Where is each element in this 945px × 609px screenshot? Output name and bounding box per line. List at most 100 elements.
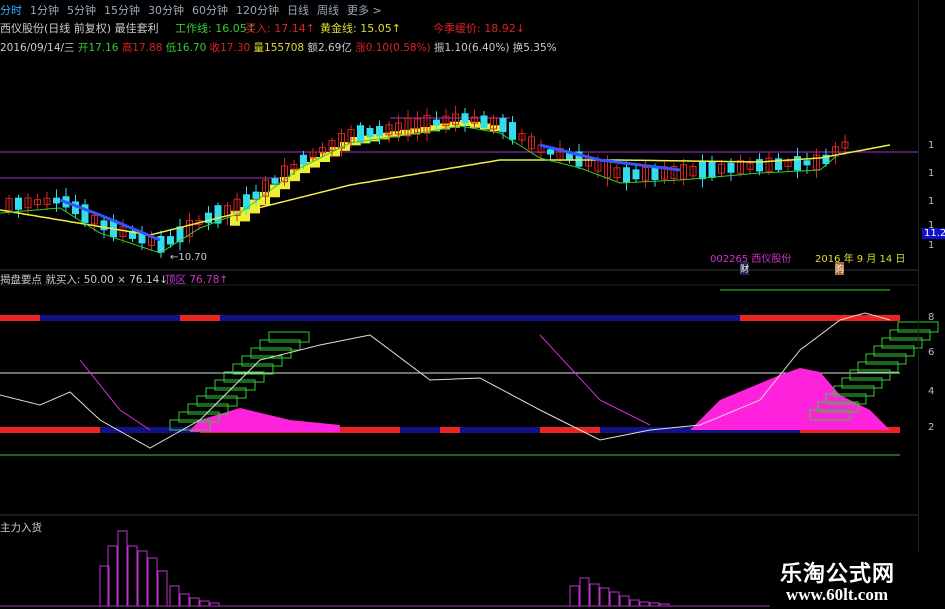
signal-block <box>420 127 430 133</box>
indicator-axis-label: 2 <box>928 422 935 433</box>
tab-daily[interactable]: 日线 <box>287 4 309 17</box>
candle-up <box>338 133 345 149</box>
signal-block <box>250 199 260 214</box>
tab-15min[interactable]: 15分钟 <box>104 4 140 17</box>
stair-box <box>833 385 875 397</box>
volume-bar <box>127 545 138 607</box>
indicator-axis-label: 8 <box>928 312 935 323</box>
price-axis-label: 1 <box>928 168 935 179</box>
indicator-axis-label: 4 <box>928 386 935 397</box>
ma-down-segment <box>539 143 681 172</box>
signal-band <box>480 315 500 321</box>
tab-weekly[interactable]: 周线 <box>317 4 339 17</box>
ma-long-line <box>0 144 891 236</box>
volume-bar <box>619 595 630 607</box>
ma-down-segment <box>59 198 161 242</box>
indicator-label: 揭盘要点 就买入: 50.00 × 76.14↓ <box>0 274 169 286</box>
stair-box <box>841 377 883 389</box>
stair-box <box>169 419 211 431</box>
current-price-tag: 11.2 <box>922 228 945 239</box>
candle-down <box>15 197 22 210</box>
volume-bar <box>137 550 148 607</box>
indicator-info-line: 西仪股份(日线 前复权) 最佳套利 工作线: 16.05↑ 买入: 17.14↑… <box>0 20 540 35</box>
volume-bar <box>157 570 168 607</box>
stair-box <box>223 371 265 383</box>
signal-band <box>120 427 140 433</box>
candle-down <box>794 156 801 171</box>
signal-band <box>620 427 640 433</box>
stair-box <box>857 361 899 373</box>
buy-badge[interactable]: 购 <box>835 262 845 275</box>
signal-band <box>540 315 560 321</box>
stair-box <box>178 411 220 423</box>
stair-box <box>268 331 310 343</box>
tab-30min[interactable]: 30分钟 <box>148 4 184 17</box>
signal-band <box>400 427 420 433</box>
stair-box <box>881 337 923 349</box>
candle-up <box>186 219 193 237</box>
candle-down <box>129 230 136 239</box>
candle-down <box>651 166 659 180</box>
stair-box <box>865 353 907 365</box>
candle-up <box>528 136 535 150</box>
open: 开17.16 <box>77 42 119 54</box>
price-axis-label: 1 <box>928 220 935 231</box>
change: 涨0.10(0.58%) <box>355 42 431 54</box>
tab-120min[interactable]: 120分钟 <box>236 4 279 17</box>
signal-band <box>620 315 640 321</box>
candle-up <box>309 151 317 159</box>
candle-up <box>414 118 421 134</box>
amplitude: 振1.10(6.40%) <box>433 42 510 54</box>
stock-code-label: 002265 西仪股份 <box>710 254 792 265</box>
candle-up <box>385 124 393 136</box>
signal-band <box>400 315 420 321</box>
volume-bar <box>629 599 640 607</box>
tab-intraday[interactable]: 分时 <box>0 4 22 17</box>
signal-block <box>240 207 250 222</box>
signal-band <box>660 315 680 321</box>
signal-band <box>40 315 60 321</box>
finance-badge[interactable]: 财 <box>740 262 750 275</box>
price-axis-divider <box>918 0 919 609</box>
candle-up <box>689 165 697 177</box>
candle-up <box>746 162 754 170</box>
candle-down <box>775 158 782 171</box>
candle-down <box>756 159 763 172</box>
candle-down <box>480 115 488 128</box>
signal-block <box>290 169 300 182</box>
signal-band <box>20 427 40 433</box>
candle-up <box>784 160 792 167</box>
candle-down <box>243 194 250 211</box>
candle-up <box>395 122 402 135</box>
tab-1min[interactable]: 1分钟 <box>30 4 59 17</box>
tab-5min[interactable]: 5分钟 <box>67 4 96 17</box>
candle-down <box>271 178 279 184</box>
period-tabs: 分时 1分钟 5分钟 15分钟 30分钟 60分钟 120分钟 日线 周线 更多… <box>0 2 382 17</box>
tab-60min[interactable]: 60分钟 <box>192 4 228 17</box>
candle-up <box>404 117 412 137</box>
candle-down <box>366 127 374 138</box>
purple-line <box>79 359 151 431</box>
candle-down <box>205 212 212 224</box>
candle-down <box>376 126 383 137</box>
candle-down <box>623 167 630 183</box>
candle-down <box>699 161 706 180</box>
stair-box <box>214 379 256 391</box>
signal-block <box>270 184 280 198</box>
tab-more[interactable]: 更多 > <box>347 4 382 17</box>
signal-band <box>600 427 620 433</box>
candle-down <box>81 204 89 224</box>
date: 2016/09/14/三 <box>0 42 75 54</box>
signal-band <box>660 427 680 433</box>
low: 低16.70 <box>165 42 207 54</box>
candle-up <box>43 197 51 205</box>
work-line-value: 工作线: 16.05↑ <box>175 22 256 35</box>
chart-title: 西仪股份(日线 前复权) 最佳套利 <box>0 22 159 35</box>
signal-band <box>700 315 720 321</box>
volume-bar <box>569 585 580 607</box>
signal-band <box>280 315 300 321</box>
signal-band <box>840 315 860 321</box>
purple-line <box>539 334 651 426</box>
candle-down <box>547 149 554 155</box>
